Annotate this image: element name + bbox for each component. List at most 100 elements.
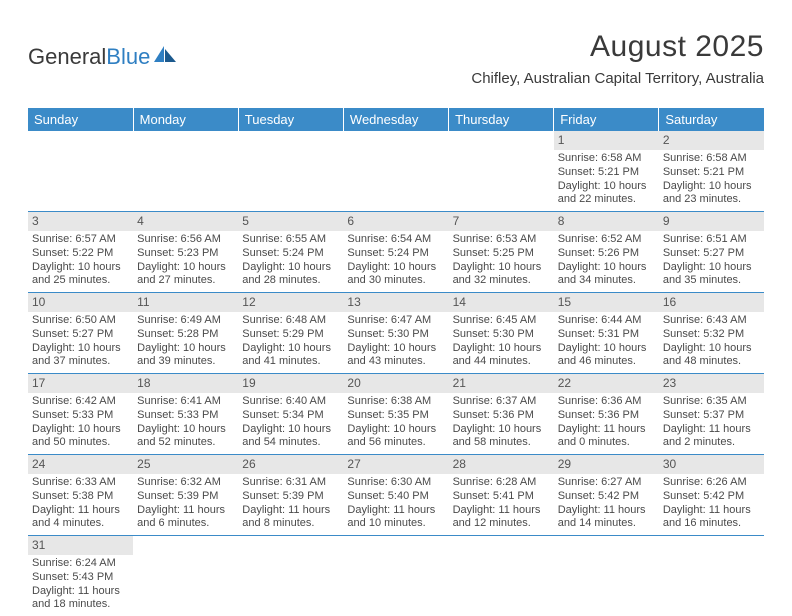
calendar-cell: 12Sunrise: 6:48 AMSunset: 5:29 PMDayligh…: [238, 293, 343, 374]
sunset-text: Sunset: 5:39 PM: [137, 490, 234, 504]
day-number: 18: [133, 374, 238, 393]
sunset-text: Sunset: 5:22 PM: [32, 247, 129, 261]
sunrise-text: Sunrise: 6:53 AM: [453, 233, 550, 247]
calendar-cell: 10Sunrise: 6:50 AMSunset: 5:27 PMDayligh…: [28, 293, 133, 374]
calendar-cell: [238, 536, 343, 616]
day-info: Sunrise: 6:38 AMSunset: 5:35 PMDaylight:…: [343, 393, 448, 454]
day-info: Sunrise: 6:56 AMSunset: 5:23 PMDaylight:…: [133, 231, 238, 292]
day-number: [449, 131, 554, 150]
sunset-text: Sunset: 5:26 PM: [558, 247, 655, 261]
day-number: 23: [659, 374, 764, 393]
day-number: 7: [449, 212, 554, 231]
day-number: 5: [238, 212, 343, 231]
day-number: [343, 536, 448, 555]
day-number: 8: [554, 212, 659, 231]
calendar-cell: 28Sunrise: 6:28 AMSunset: 5:41 PMDayligh…: [449, 455, 554, 536]
day-info: Sunrise: 6:51 AMSunset: 5:27 PMDaylight:…: [659, 231, 764, 292]
daylight-text: Daylight: 11 hours and 14 minutes.: [558, 504, 655, 532]
sunrise-text: Sunrise: 6:49 AM: [137, 314, 234, 328]
day-number: 29: [554, 455, 659, 474]
calendar-cell: 1Sunrise: 6:58 AMSunset: 5:21 PMDaylight…: [554, 131, 659, 212]
sunset-text: Sunset: 5:43 PM: [32, 571, 129, 585]
calendar-cell: 18Sunrise: 6:41 AMSunset: 5:33 PMDayligh…: [133, 374, 238, 455]
day-info: Sunrise: 6:26 AMSunset: 5:42 PMDaylight:…: [659, 474, 764, 535]
sunrise-text: Sunrise: 6:43 AM: [663, 314, 760, 328]
day-number: 25: [133, 455, 238, 474]
day-number: 31: [28, 536, 133, 555]
weekday-header: Wednesday: [343, 108, 448, 131]
day-info: Sunrise: 6:36 AMSunset: 5:36 PMDaylight:…: [554, 393, 659, 454]
daylight-text: Daylight: 11 hours and 6 minutes.: [137, 504, 234, 532]
day-info: Sunrise: 6:58 AMSunset: 5:21 PMDaylight:…: [659, 150, 764, 211]
day-number: 19: [238, 374, 343, 393]
calendar-cell: [449, 131, 554, 212]
calendar-cell: 11Sunrise: 6:49 AMSunset: 5:28 PMDayligh…: [133, 293, 238, 374]
sunset-text: Sunset: 5:24 PM: [347, 247, 444, 261]
daylight-text: Daylight: 10 hours and 50 minutes.: [32, 423, 129, 451]
daylight-text: Daylight: 10 hours and 44 minutes.: [453, 342, 550, 370]
day-number: 27: [343, 455, 448, 474]
calendar-table: Sunday Monday Tuesday Wednesday Thursday…: [28, 108, 764, 616]
calendar-cell: 20Sunrise: 6:38 AMSunset: 5:35 PMDayligh…: [343, 374, 448, 455]
sunrise-text: Sunrise: 6:41 AM: [137, 395, 234, 409]
day-info: Sunrise: 6:43 AMSunset: 5:32 PMDaylight:…: [659, 312, 764, 373]
sunset-text: Sunset: 5:34 PM: [242, 409, 339, 423]
sunset-text: Sunset: 5:25 PM: [453, 247, 550, 261]
calendar-cell: 30Sunrise: 6:26 AMSunset: 5:42 PMDayligh…: [659, 455, 764, 536]
sunset-text: Sunset: 5:23 PM: [137, 247, 234, 261]
day-number: 26: [238, 455, 343, 474]
day-info: Sunrise: 6:40 AMSunset: 5:34 PMDaylight:…: [238, 393, 343, 454]
calendar-cell: [133, 536, 238, 616]
daylight-text: Daylight: 11 hours and 16 minutes.: [663, 504, 760, 532]
daylight-text: Daylight: 11 hours and 0 minutes.: [558, 423, 655, 451]
calendar-cell: 31Sunrise: 6:24 AMSunset: 5:43 PMDayligh…: [28, 536, 133, 616]
day-info: Sunrise: 6:30 AMSunset: 5:40 PMDaylight:…: [343, 474, 448, 535]
day-info: Sunrise: 6:42 AMSunset: 5:33 PMDaylight:…: [28, 393, 133, 454]
sunrise-text: Sunrise: 6:51 AM: [663, 233, 760, 247]
calendar-cell: 5Sunrise: 6:55 AMSunset: 5:24 PMDaylight…: [238, 212, 343, 293]
day-number: 14: [449, 293, 554, 312]
daylight-text: Daylight: 11 hours and 12 minutes.: [453, 504, 550, 532]
sunset-text: Sunset: 5:30 PM: [453, 328, 550, 342]
sunrise-text: Sunrise: 6:36 AM: [558, 395, 655, 409]
sunrise-text: Sunrise: 6:54 AM: [347, 233, 444, 247]
day-number: 16: [659, 293, 764, 312]
brand-part1: General: [28, 44, 106, 70]
sunrise-text: Sunrise: 6:24 AM: [32, 557, 129, 571]
calendar-cell: [659, 536, 764, 616]
day-number: [659, 536, 764, 555]
day-number: 9: [659, 212, 764, 231]
calendar-body: 1Sunrise: 6:58 AMSunset: 5:21 PMDaylight…: [28, 131, 764, 616]
daylight-text: Daylight: 10 hours and 32 minutes.: [453, 261, 550, 289]
day-number: 24: [28, 455, 133, 474]
day-info: Sunrise: 6:41 AMSunset: 5:33 PMDaylight:…: [133, 393, 238, 454]
calendar-cell: 7 Sunrise: 6:53 AMSunset: 5:25 PMDaylight…: [449, 212, 554, 293]
day-info: Sunrise: 6:57 AMSunset: 5:22 PMDaylight:…: [28, 231, 133, 292]
sunset-text: Sunset: 5:41 PM: [453, 490, 550, 504]
day-number: 1: [554, 131, 659, 150]
day-info: Sunrise: 6:55 AMSunset: 5:24 PMDaylight:…: [238, 231, 343, 292]
day-number: [133, 131, 238, 150]
calendar-cell: 24Sunrise: 6:33 AMSunset: 5:38 PMDayligh…: [28, 455, 133, 536]
calendar-cell: [238, 131, 343, 212]
daylight-text: Daylight: 10 hours and 27 minutes.: [137, 261, 234, 289]
brand-logo: GeneralBlue: [28, 44, 178, 70]
calendar-row: 10Sunrise: 6:50 AMSunset: 5:27 PMDayligh…: [28, 293, 764, 374]
day-number: 2: [659, 131, 764, 150]
day-info: Sunrise: 6:37 AMSunset: 5:36 PMDaylight:…: [449, 393, 554, 454]
weekday-header: Sunday: [28, 108, 133, 131]
sunset-text: Sunset: 5:42 PM: [558, 490, 655, 504]
daylight-text: Daylight: 10 hours and 23 minutes.: [663, 180, 760, 208]
sunset-text: Sunset: 5:27 PM: [663, 247, 760, 261]
day-info: Sunrise: 6:47 AMSunset: 5:30 PMDaylight:…: [343, 312, 448, 373]
location-text: Chifley, Australian Capital Territory, A…: [471, 70, 764, 87]
day-number: 20: [343, 374, 448, 393]
calendar-cell: 23Sunrise: 6:35 AMSunset: 5:37 PMDayligh…: [659, 374, 764, 455]
calendar-cell: 17Sunrise: 6:42 AMSunset: 5:33 PMDayligh…: [28, 374, 133, 455]
daylight-text: Daylight: 10 hours and 28 minutes.: [242, 261, 339, 289]
sunset-text: Sunset: 5:30 PM: [347, 328, 444, 342]
day-number: 21: [449, 374, 554, 393]
calendar-cell: 29Sunrise: 6:27 AMSunset: 5:42 PMDayligh…: [554, 455, 659, 536]
day-info: Sunrise: 6:45 AMSunset: 5:30 PMDaylight:…: [449, 312, 554, 373]
day-number: [343, 131, 448, 150]
